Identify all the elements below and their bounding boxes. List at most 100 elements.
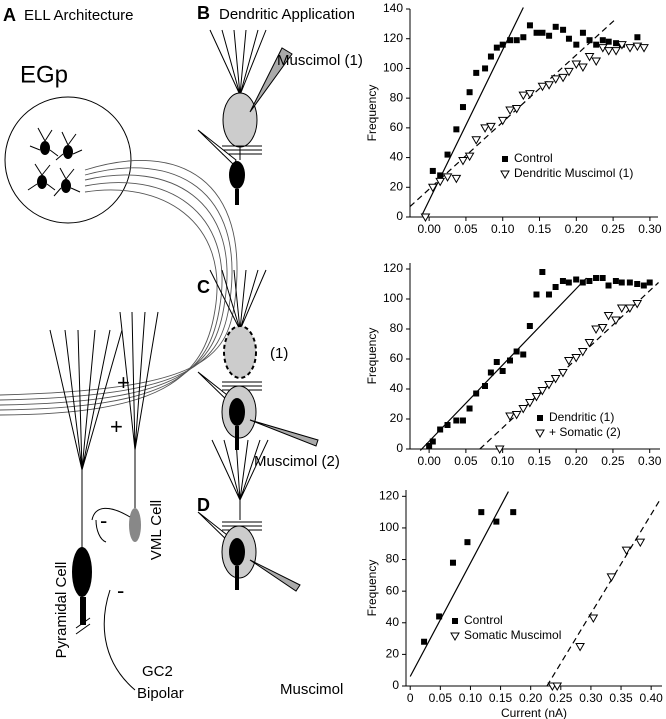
data-point: [525, 90, 535, 99]
data-point: [544, 81, 554, 90]
legend-marker: [452, 618, 458, 624]
data-point: [499, 368, 506, 374]
data-point: [612, 278, 619, 284]
y-tick-label: 0: [392, 678, 399, 692]
legend-marker: [535, 429, 545, 439]
data-point: [493, 359, 500, 365]
data-point: [558, 73, 568, 83]
vml-label: VML Cell: [148, 500, 165, 560]
data-point: [565, 279, 572, 286]
y-tick-label: 20: [390, 179, 404, 193]
data-point: [505, 412, 515, 422]
data-point: [584, 53, 595, 62]
legend-marker: [500, 170, 510, 180]
y-tick-label: 20: [390, 411, 404, 425]
data-point: [597, 324, 608, 333]
x-tick-label: 0.05: [454, 454, 478, 468]
y-tick-label: 40: [390, 381, 404, 395]
data-point: [436, 613, 443, 620]
granule-cells: [27, 127, 83, 197]
data-point: [471, 136, 482, 145]
data-point: [563, 357, 574, 366]
fit-line: [419, 277, 587, 451]
panel-letter: B: [197, 3, 210, 23]
data-point: [426, 443, 433, 449]
x-tick-label: 0.20: [565, 222, 589, 236]
data-point: [458, 157, 468, 166]
data-point: [533, 29, 540, 36]
data-point: [617, 41, 627, 50]
x-tick-label: 0: [407, 691, 414, 705]
x-tick-label: 0.30: [579, 691, 603, 705]
data-point: [545, 291, 552, 298]
pyramidal-cell: [49, 329, 136, 691]
x-tick-label: 0.25: [601, 454, 625, 468]
data-point: [526, 323, 533, 329]
data-point: [606, 573, 617, 582]
data-point: [579, 279, 586, 286]
data-point: [453, 417, 460, 424]
data-point: [618, 279, 625, 286]
data-point: [429, 167, 436, 174]
data-point: [599, 37, 606, 44]
legend-label: Control: [514, 151, 553, 165]
data-point: [575, 642, 585, 652]
vml-cell: [91, 311, 159, 543]
y-tick-label: 60: [390, 120, 404, 134]
data-point: [591, 57, 602, 67]
x-tick-label: 0.35: [609, 691, 633, 705]
y-tick-label: 80: [390, 90, 404, 104]
y-tick-label: 120: [383, 261, 403, 275]
fit-line: [409, 18, 616, 208]
data-point: [507, 37, 514, 44]
x-tick-label: 0.25: [549, 691, 573, 705]
panel-a-diagram: A ELL Architecture EGp + + - - Pyramidal…: [0, 5, 238, 702]
data-point: [593, 41, 600, 48]
data-point: [558, 369, 568, 378]
legend-marker: [537, 415, 543, 421]
egp-label: EGp: [20, 61, 68, 88]
data-point: [533, 291, 540, 298]
data-point: [613, 40, 620, 47]
panel-b-diagram: B Dendritic Application Muscimol (1): [197, 3, 363, 205]
data-point: [478, 509, 485, 516]
panel-letter: D: [197, 495, 210, 515]
data-point: [427, 183, 438, 193]
data-point: [444, 151, 451, 158]
x-tick-label: 0.40: [639, 691, 663, 705]
x-tick-label: 0.15: [528, 222, 552, 236]
data-point: [493, 44, 500, 51]
data-point: [466, 405, 473, 412]
x-tick-label: 0.20: [564, 454, 588, 468]
data-point: [611, 316, 621, 326]
inhibitory-sign: -: [117, 578, 124, 603]
data-point: [632, 300, 643, 309]
excitatory-sign: +: [110, 414, 123, 439]
y-tick-label: 20: [386, 647, 400, 661]
x-tick-label: 0.10: [459, 691, 483, 705]
data-point: [429, 438, 436, 445]
data-point: [473, 390, 480, 397]
data-point: [524, 399, 535, 408]
legend-label: Dendritic Muscimol (1): [514, 166, 633, 180]
data-point: [625, 44, 635, 53]
data-point: [634, 281, 641, 287]
data-point: [437, 172, 444, 179]
data-point: [537, 82, 548, 92]
data-point: [518, 91, 529, 101]
y-tick-label: 120: [383, 31, 403, 45]
data-point: [518, 405, 529, 414]
data-point: [442, 173, 453, 182]
data-point: [639, 44, 649, 53]
data-point: [552, 284, 559, 290]
data-point: [487, 53, 494, 60]
y-axis-label: Frequency: [365, 328, 379, 385]
y-tick-label: 0: [396, 441, 403, 455]
data-point: [579, 29, 586, 36]
excitatory-sign: +: [117, 370, 130, 395]
x-tick-label: 0.20: [519, 691, 543, 705]
y-tick-label: 80: [390, 321, 404, 335]
data-point: [539, 269, 546, 275]
data-point: [539, 29, 546, 36]
